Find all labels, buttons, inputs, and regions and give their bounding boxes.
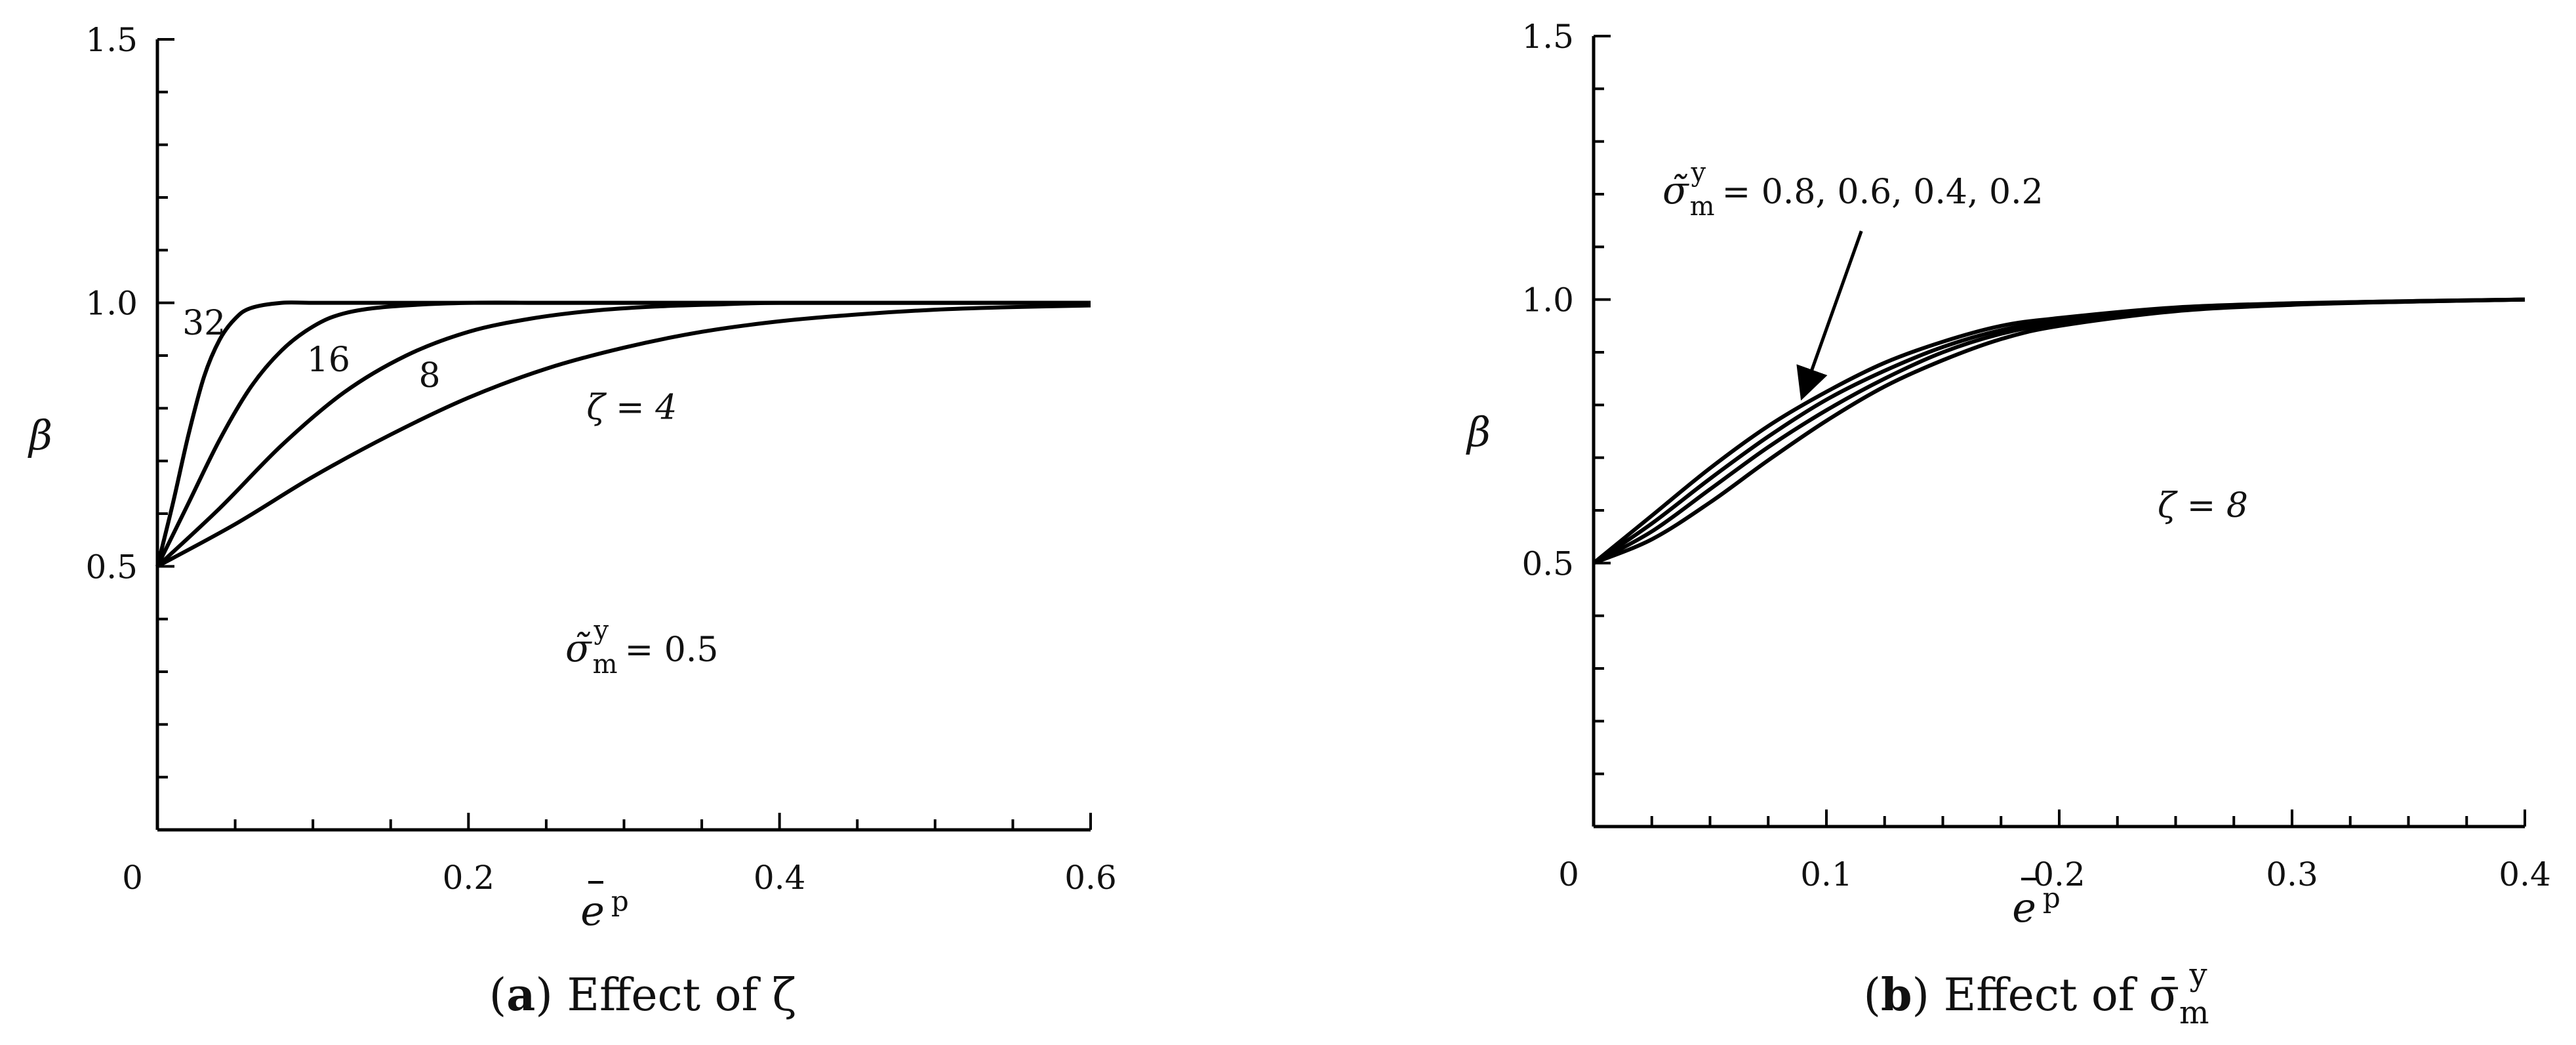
panel-a-curve-label: 16 xyxy=(307,340,350,380)
panel-a-y-tick-label: 1.0 xyxy=(85,285,138,323)
panel-b-series-line xyxy=(1592,297,2526,565)
panel-b-y-tick-label: 1.5 xyxy=(1521,18,1574,56)
panel-b-x-axis-label-main: e xyxy=(2012,884,2036,932)
panel-a-x-tick-label: 0.4 xyxy=(754,859,806,897)
panel-b-x-tick-label: 0.3 xyxy=(2266,855,2318,893)
panel-a-caption-letter: a xyxy=(506,969,535,1021)
panel-b-x-tick-label: 0.4 xyxy=(2499,855,2551,893)
panel-b-x-tick-label: 0.1 xyxy=(1800,855,1853,893)
panel-a-sigma-annotation-sup: y xyxy=(594,615,609,645)
panel-a-series-line xyxy=(156,303,1091,568)
panel-b-sigma-annotation: σ̃my = 0.8, 0.6, 0.4, 0.2 xyxy=(1662,157,2043,222)
panel-a-x-tick-label: 0 xyxy=(122,859,143,897)
panel-a-caption-close: ) xyxy=(535,970,567,1021)
panel-a-curve-label: 32 xyxy=(182,304,226,343)
panel-a-curves xyxy=(155,300,1091,568)
panel-a-sigma-annotation-sub: m xyxy=(593,649,618,680)
panel-b-caption-close: ) xyxy=(1912,970,1944,1021)
panel-b-sigma-annotation-sup: y xyxy=(1691,157,1706,188)
panel-a-y-tick-label: 1.5 xyxy=(85,21,138,59)
panel-b-zeta-label: ζ = 8 xyxy=(2158,486,2248,525)
panel-b-annotation-arrow xyxy=(1796,230,1863,401)
panel-b-sigma-annotation-value: = 0.8, 0.6, 0.4, 0.2 xyxy=(1711,173,2043,212)
panel-a-axes: 0 0.2 0.4 0.6 0.5 1.0 1.5 xyxy=(85,21,1116,897)
panel-a-series-line xyxy=(155,300,1091,568)
panel-b-caption-sub: m xyxy=(2179,994,2209,1031)
panel-b-caption-letter: b xyxy=(1881,969,1912,1021)
panel-a-curve-labels: 32 16 8 ζ = 4 xyxy=(182,304,677,428)
panel-b-series-line xyxy=(1592,297,2526,565)
panel-a-caption-text: Effect of ζ xyxy=(567,970,796,1021)
panel-b-series-line xyxy=(1592,297,2526,565)
panel-b-caption-sup: y xyxy=(2189,956,2207,993)
panel-b-x-tick-label: 0.2 xyxy=(2033,855,2085,893)
panel-a-y-tick-label: 0.5 xyxy=(85,548,138,586)
panel-a-curve-label: 8 xyxy=(418,356,440,396)
panel-a-series-line xyxy=(155,300,1091,567)
panel-a-caption: (a) Effect of ζ xyxy=(489,969,797,1021)
panel-a-curve-label: ζ = 4 xyxy=(586,388,677,427)
panel-b-sigma-annotation-sub: m xyxy=(1690,192,1715,222)
panel-b-y-tick-label: 0.5 xyxy=(1521,544,1574,583)
panel-b-x-axis-label-sup: p xyxy=(2043,882,2061,914)
panel-b-series-line xyxy=(1592,297,2526,565)
panel-b-axes: 0 0.1 0.2 0.3 0.4 0.5 1.0 1.5 xyxy=(1521,18,2550,893)
panel-b-caption: (b) Effect of σ̄my xyxy=(1863,956,2209,1031)
panel-a-x-tick-label: 0.2 xyxy=(443,859,495,897)
panel-b-curves xyxy=(1592,297,2526,565)
panel-a-x-tick-label: 0.6 xyxy=(1064,859,1117,897)
panel-b-sigma-annotation-symbol: σ̃ xyxy=(1662,168,1689,213)
panel-b-y-tick-label: 1.0 xyxy=(1521,281,1574,319)
panel-b-caption-open: ( xyxy=(1863,970,1881,1021)
panel-a-sigma-annotation-symbol: σ̃ xyxy=(565,626,592,670)
panel-a-caption-open: ( xyxy=(489,970,507,1021)
panel-b-x-tick-label: 0 xyxy=(1558,855,1579,893)
panel-a-x-axis-label-sup: p xyxy=(611,885,629,917)
panel-b-caption-text: Effect of σ̄ xyxy=(1944,970,2179,1021)
panel-a-x-axis-label-main: e xyxy=(580,887,605,935)
panel-a-y-axis-label: β xyxy=(28,411,52,459)
panel-a-sigma-annotation: σ̃my = 0.5 xyxy=(565,615,718,680)
panel-a-sigma-annotation-value: = 0.5 xyxy=(614,630,718,670)
panel-b-y-axis-label: β xyxy=(1466,408,1491,456)
panel-a-series-line xyxy=(155,300,1091,567)
